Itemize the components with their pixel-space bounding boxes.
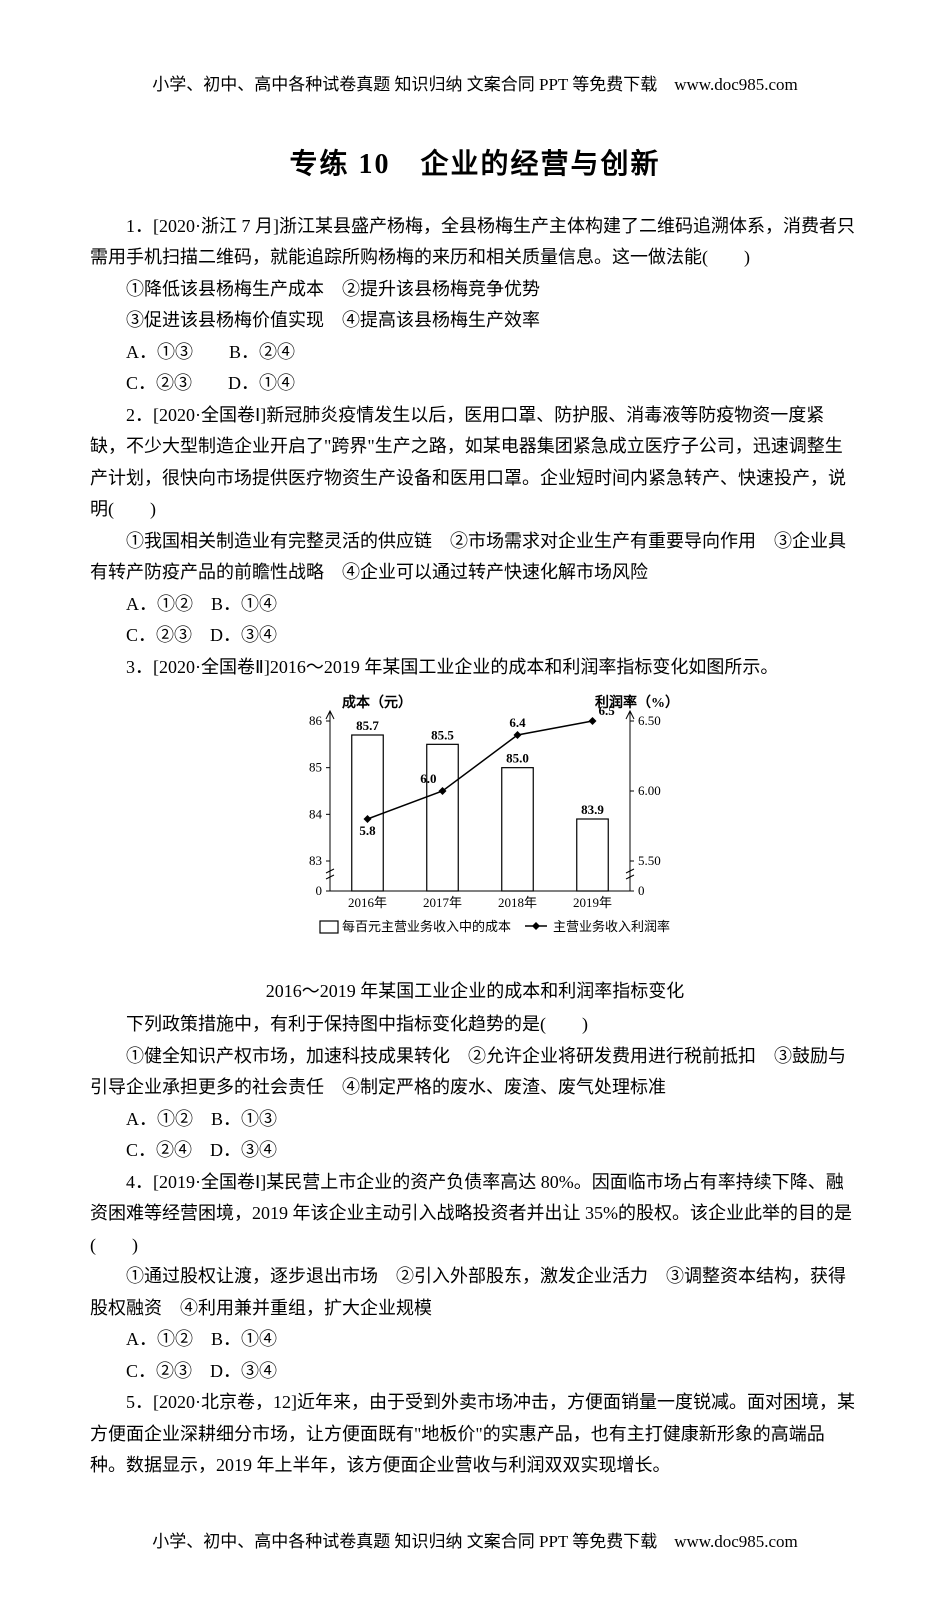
svg-text:85.7: 85.7: [356, 718, 379, 733]
page-footer: 小学、初中、高中各种试卷真题 知识归纳 文案合同 PPT 等免费下载 www.d…: [90, 1527, 860, 1557]
svg-text:2017年: 2017年: [423, 895, 462, 910]
svg-text:85: 85: [309, 760, 322, 775]
svg-text:2016年: 2016年: [348, 895, 387, 910]
svg-text:6.0: 6.0: [420, 771, 436, 786]
svg-text:85.5: 85.5: [431, 728, 454, 743]
svg-text:83.9: 83.9: [581, 802, 604, 817]
q2-stem: 2．[2020·全国卷Ⅰ]新冠肺炎疫情发生以后，医用口罩、防护服、消毒液等防疫物…: [90, 400, 860, 526]
svg-text:0: 0: [316, 883, 323, 898]
svg-text:2019年: 2019年: [573, 895, 612, 910]
q1-items-2: ③促进该县杨梅价值实现 ④提高该县杨梅生产效率: [90, 305, 860, 337]
q2-options-cd: C．②③ D．③④: [90, 620, 860, 652]
q2-items: ①我国相关制造业有完整灵活的供应链 ②市场需求对企业生产有重要导向作用 ③企业具…: [90, 526, 860, 589]
chart-container: 成本（元）利润率（%）08384858605.506.006.5085.7201…: [90, 691, 860, 972]
q4-options-ab: A．①② B．①④: [90, 1324, 860, 1356]
q5-stem: 5．[2020·北京卷，12]近年来，由于受到外卖市场冲击，方便面销量一度锐减。…: [90, 1387, 860, 1482]
q4-items: ①通过股权让渡，逐步退出市场 ②引入外部股东，激发企业活力 ③调整资本结构，获得…: [90, 1261, 860, 1324]
svg-text:6.50: 6.50: [638, 713, 661, 728]
q1-stem: 1．[2020·浙江 7 月]浙江某县盛产杨梅，全县杨梅生产主体构建了二维码追溯…: [90, 211, 860, 274]
svg-text:83: 83: [309, 853, 322, 868]
page: 小学、初中、高中各种试卷真题 知识归纳 文案合同 PPT 等免费下载 www.d…: [0, 0, 950, 1607]
q3-stem: 3．[2020·全国卷Ⅱ]2016～2019 年某国工业企业的成本和利润率指标变…: [90, 652, 860, 684]
chart-caption: 2016～2019 年某国工业企业的成本和利润率指标变化: [90, 976, 860, 1008]
svg-text:主营业务收入利润率: 主营业务收入利润率: [553, 919, 670, 934]
page-header: 小学、初中、高中各种试卷真题 知识归纳 文案合同 PPT 等免费下载 www.d…: [90, 70, 860, 100]
svg-text:6.4: 6.4: [509, 715, 526, 730]
svg-text:5.8: 5.8: [359, 823, 376, 838]
svg-text:每百元主营业务收入中的成本: 每百元主营业务收入中的成本: [342, 919, 511, 934]
svg-text:84: 84: [309, 807, 323, 822]
q1-options-ab: A．①③ B．②④: [90, 337, 860, 369]
svg-text:6.00: 6.00: [638, 783, 661, 798]
q3-follow: 下列政策措施中，有利于保持图中指标变化趋势的是( ): [90, 1009, 860, 1041]
q3-options-cd: C．②④ D．③④: [90, 1135, 860, 1167]
svg-text:5.50: 5.50: [638, 853, 661, 868]
svg-text:86: 86: [309, 713, 323, 728]
q4-stem: 4．[2019·全国卷Ⅰ]某民营上市企业的资产负债率高达 80%。因面临市场占有…: [90, 1167, 860, 1262]
svg-text:成本（元）: 成本（元）: [342, 694, 412, 711]
svg-text:0: 0: [638, 883, 645, 898]
q3-options-ab: A．①② B．①③: [90, 1104, 860, 1136]
cost-profit-chart: 成本（元）利润率（%）08384858605.506.006.5085.7201…: [260, 691, 690, 961]
q3-items: ①健全知识产权市场，加速科技成果转化 ②允许企业将研发费用进行税前抵扣 ③鼓励与…: [90, 1041, 860, 1104]
svg-text:6.5: 6.5: [599, 703, 616, 718]
q1-items-1: ①降低该县杨梅生产成本 ②提升该县杨梅竞争优势: [90, 274, 860, 306]
document-title: 专练 10 企业的经营与创新: [90, 140, 860, 189]
svg-text:2018年: 2018年: [498, 895, 537, 910]
q1-options-cd: C．②③ D．①④: [90, 368, 860, 400]
svg-text:85.0: 85.0: [506, 751, 529, 766]
q4-options-cd: C．②③ D．③④: [90, 1356, 860, 1388]
q2-options-ab: A．①② B．①④: [90, 589, 860, 621]
